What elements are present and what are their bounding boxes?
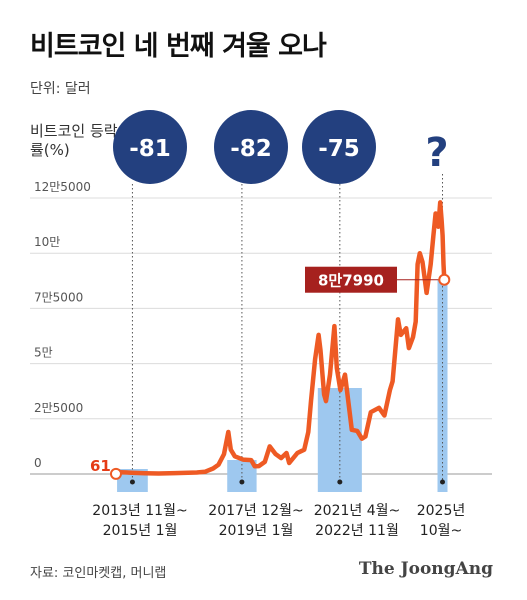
period-marker <box>337 479 343 485</box>
publisher-logo: The JoongAng <box>358 559 493 579</box>
source-note: 자료: 코인마켓캡, 머니랩 <box>30 566 167 581</box>
chart-title: 비트코인 네 번째 겨울 오나 <box>30 31 327 62</box>
start-point <box>109 467 122 480</box>
change-value: -75 <box>318 136 360 162</box>
period-label: 10월~ <box>420 523 462 539</box>
y-axis-label: 비트코인 등락률(%) <box>30 122 118 159</box>
y-tick-label: 7만5000 <box>34 290 83 304</box>
change-circle <box>214 110 288 184</box>
end-point <box>438 273 451 286</box>
period-label: 2022년 11월 <box>315 523 399 539</box>
change-circle <box>113 110 187 184</box>
period-label: 2017년 12월~ <box>208 503 303 519</box>
start-value-label: 61 <box>90 457 111 475</box>
period-label: 2013년 11월~ <box>92 503 187 519</box>
y-tick-label: 5만 <box>34 346 53 360</box>
change-circle <box>302 110 376 184</box>
change-value: -82 <box>230 136 272 162</box>
question-mark: ? <box>425 130 448 176</box>
period-marker <box>129 479 135 485</box>
period-label: 2019년 1월 <box>219 523 294 539</box>
y-tick-label: 2만5000 <box>34 401 83 415</box>
y-tick-label: 0 <box>34 456 42 470</box>
period-label: 2021년 4월~ <box>314 503 400 519</box>
y-tick-label: 10만 <box>34 235 60 249</box>
period-label: 2025년 <box>417 503 466 519</box>
period-marker <box>440 479 446 485</box>
end-value-box <box>305 266 397 293</box>
end-value-label: 8만7990 <box>318 272 384 290</box>
unit-label: 단위: 달러 <box>30 81 91 97</box>
period-label: 2015년 1월 <box>103 523 178 539</box>
y-tick-label: 12만5000 <box>34 180 91 194</box>
price-line <box>113 200 447 477</box>
period-marker <box>239 479 245 485</box>
change-value: -81 <box>129 136 171 162</box>
